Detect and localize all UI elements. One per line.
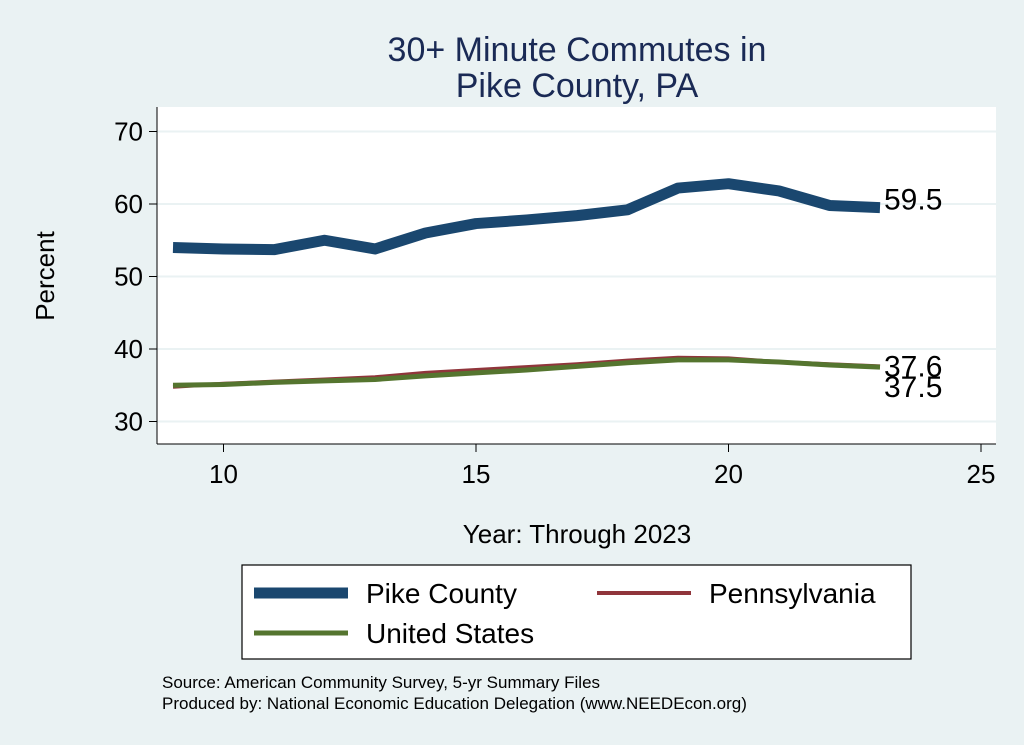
produced-by-note: Produced by: National Economic Education… bbox=[162, 694, 747, 713]
legend-label-united-states: United States bbox=[366, 618, 534, 649]
x-axis-title: Year: Through 2023 bbox=[463, 519, 691, 549]
y-tick-label: 40 bbox=[114, 334, 143, 364]
end-label-pennsylvania: 37.6 bbox=[884, 350, 942, 383]
y-tick-label: 60 bbox=[114, 189, 143, 219]
chart-title-line-2: Pike County, PA bbox=[456, 67, 699, 105]
legend-box bbox=[241, 564, 912, 660]
y-tick-label: 70 bbox=[114, 117, 143, 147]
y-axis-title: Percent bbox=[30, 230, 60, 320]
series-lines bbox=[172, 178, 881, 389]
y-tick-label: 30 bbox=[114, 407, 143, 437]
legend-label-pennsylvania: Pennsylvania bbox=[709, 578, 876, 609]
chart-title-line-1: 30+ Minute Commutes in bbox=[388, 31, 767, 69]
x-tick-label: 15 bbox=[462, 459, 491, 489]
series-line-pike-county bbox=[172, 178, 881, 256]
series-line-united-states bbox=[172, 357, 881, 388]
y-ticks: 30 40 50 60 70 bbox=[114, 117, 157, 437]
x-tick-label: 20 bbox=[714, 459, 743, 489]
source-note: Source: American Community Survey, 5-yr … bbox=[162, 673, 600, 692]
end-label-pike-county: 59.5 bbox=[884, 184, 942, 217]
x-tick-label: 10 bbox=[209, 459, 238, 489]
y-tick-label: 50 bbox=[114, 262, 143, 292]
x-ticks: 10 15 20 25 bbox=[209, 444, 995, 489]
x-tick-label: 25 bbox=[967, 459, 996, 489]
legend-label-pike-county: Pike County bbox=[366, 578, 517, 609]
end-label-united-states: 37.5 bbox=[884, 371, 942, 404]
end-labels: 59.5 37.637.5 bbox=[884, 184, 942, 405]
grid-lines bbox=[157, 130, 996, 423]
